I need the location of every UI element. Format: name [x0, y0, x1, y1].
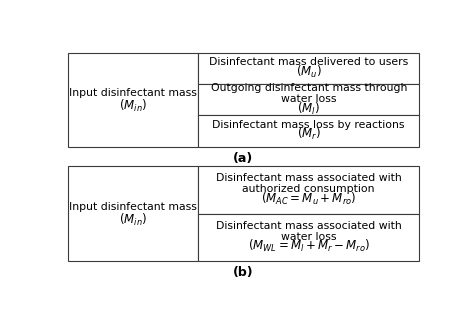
- Text: Outgoing disinfectant mass through: Outgoing disinfectant mass through: [210, 83, 407, 93]
- Bar: [198, 115, 419, 147]
- Text: Disinfectant mass delivered to users: Disinfectant mass delivered to users: [209, 57, 409, 67]
- Text: Input disinfectant mass: Input disinfectant mass: [69, 88, 197, 98]
- Text: $(M_{in})$: $(M_{in})$: [119, 212, 147, 228]
- Text: water loss: water loss: [281, 232, 337, 242]
- Text: $(M_{l})$: $(M_{l})$: [297, 100, 320, 117]
- Text: $(M_{in})$: $(M_{in})$: [119, 98, 147, 114]
- Bar: [198, 53, 419, 84]
- Text: $(M_{WL} = M_{l} + M_{r} - M_{ro})$: $(M_{WL} = M_{l} + M_{r} - M_{ro})$: [247, 238, 370, 255]
- Bar: [198, 84, 419, 115]
- Text: authorized consumption: authorized consumption: [243, 184, 375, 194]
- Text: $(M_{r})$: $(M_{r})$: [297, 126, 321, 142]
- Bar: [198, 214, 419, 262]
- Text: Disinfectant mass associated with: Disinfectant mass associated with: [216, 221, 401, 230]
- Bar: [198, 166, 419, 214]
- Text: (a): (a): [233, 152, 253, 165]
- Text: (b): (b): [233, 266, 253, 279]
- Bar: [68, 166, 198, 262]
- Text: water loss: water loss: [281, 94, 337, 104]
- Text: Disinfectant mass associated with: Disinfectant mass associated with: [216, 173, 401, 183]
- Text: $(M_{u})$: $(M_{u})$: [296, 63, 322, 80]
- Bar: [68, 53, 198, 147]
- Text: $(M_{AC} = M_{u} + M_{ro})$: $(M_{AC} = M_{u} + M_{ro})$: [261, 191, 356, 207]
- Text: Input disinfectant mass: Input disinfectant mass: [69, 202, 197, 212]
- Text: Disinfectant mass loss by reactions: Disinfectant mass loss by reactions: [212, 120, 405, 130]
